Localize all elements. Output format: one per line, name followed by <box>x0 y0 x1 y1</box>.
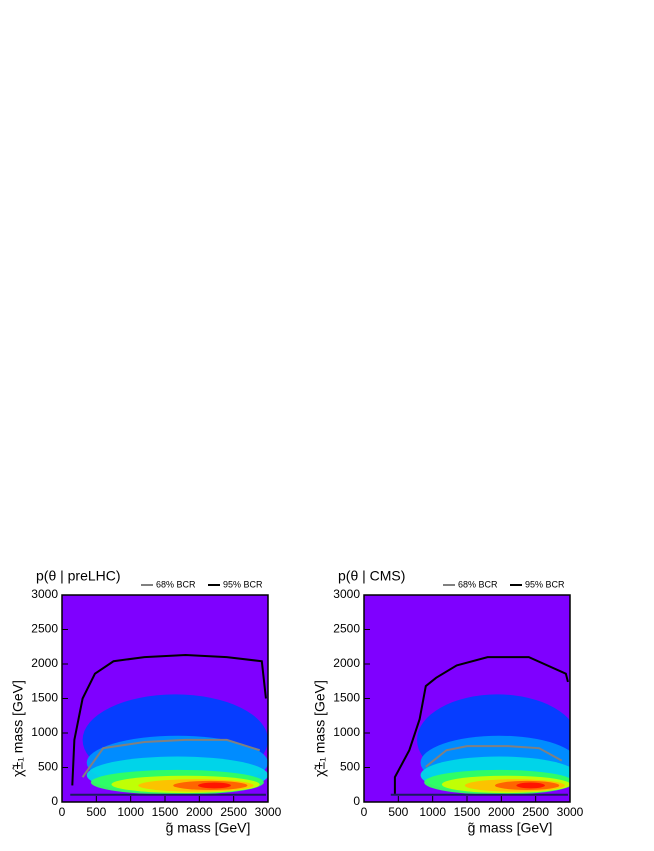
heatmap <box>364 595 570 802</box>
legend-label: 95% BCR <box>223 579 263 589</box>
x-tick-label: 3000 <box>557 805 584 819</box>
x-tick-label: 500 <box>86 805 106 819</box>
y-tick-label: 1500 <box>333 691 360 705</box>
x-axis-label: g̃ mass [GeV] <box>166 820 251 836</box>
y-tick-label: 2500 <box>31 622 58 636</box>
contour-68 <box>425 745 563 768</box>
x-tick-label: 0 <box>361 805 368 819</box>
y-tick-label: 3000 <box>333 587 360 601</box>
legend-label: 68% BCR <box>156 579 196 589</box>
y-tick-label: 1000 <box>31 725 58 739</box>
density-region <box>516 782 545 789</box>
y-tick-label: 500 <box>38 760 58 774</box>
x-tick-label: 3000 <box>255 805 282 819</box>
x-tick-label: 500 <box>388 805 408 819</box>
legend-label: 68% BCR <box>458 579 498 589</box>
y-tick-label: 2000 <box>333 656 360 670</box>
x-tick-label: 1000 <box>117 805 144 819</box>
y-tick-label: 0 <box>51 794 58 808</box>
chart-title: p(θ | CMS) <box>338 568 405 584</box>
density-region <box>197 782 231 789</box>
contour-95 <box>393 656 569 794</box>
y-axis-label: χ̃±₁ mass [GeV] <box>10 680 26 777</box>
y-tick-label: 500 <box>340 760 360 774</box>
legend-label: 95% BCR <box>525 579 565 589</box>
y-tick-label: 3000 <box>31 587 58 601</box>
heatmap <box>62 595 268 802</box>
chart-title: p(θ | preLHC) <box>36 568 121 584</box>
y-tick-label: 2500 <box>333 622 360 636</box>
y-tick-label: 2000 <box>31 656 58 670</box>
x-tick-label: 0 <box>59 805 66 819</box>
x-tick-label: 2000 <box>186 805 213 819</box>
x-tick-label: 1000 <box>419 805 446 819</box>
y-tick-label: 1000 <box>333 725 360 739</box>
x-axis-label: g̃ mass [GeV] <box>468 820 553 836</box>
y-axis-label: χ̃±₁ mass [GeV] <box>312 680 328 777</box>
x-tick-label: 2000 <box>488 805 515 819</box>
x-tick-label: 1500 <box>454 805 481 819</box>
contour-95 <box>71 654 267 786</box>
y-tick-label: 1500 <box>31 691 58 705</box>
x-tick-label: 2500 <box>522 805 549 819</box>
x-tick-label: 2500 <box>220 805 247 819</box>
y-tick-label: 0 <box>353 794 360 808</box>
x-tick-label: 1500 <box>152 805 179 819</box>
contour-68 <box>81 738 261 778</box>
